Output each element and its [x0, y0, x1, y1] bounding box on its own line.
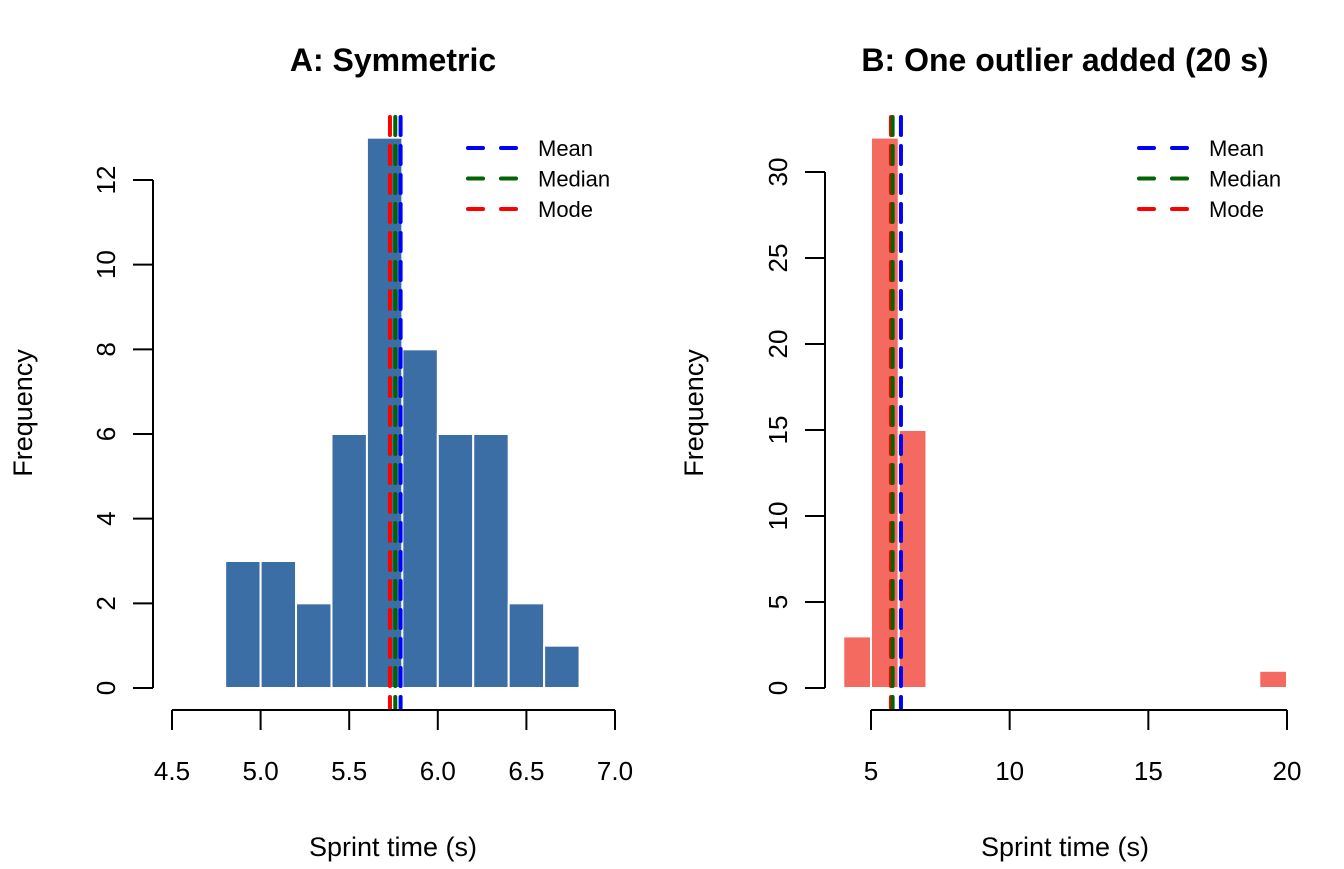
legend-label: Median — [1209, 167, 1281, 192]
y-tick-label: 15 — [763, 416, 793, 445]
x-tick-label: 20 — [1273, 756, 1302, 786]
panel-b: B: One outlier added (20 s) Sprint time … — [679, 42, 1301, 862]
histogram-bar — [259, 560, 298, 689]
x-tick-label: 7.0 — [597, 756, 633, 786]
y-tick-label: 10 — [91, 250, 121, 279]
histogram-bar — [507, 602, 546, 689]
x-tick-label: 5.0 — [243, 756, 279, 786]
histogram-bar — [436, 433, 475, 689]
legend-label: Median — [538, 167, 610, 192]
histogram-bar — [543, 644, 581, 690]
y-tick-label: 6 — [91, 427, 121, 441]
histogram-bar — [401, 348, 439, 689]
legend: Mean Median Mode — [466, 136, 610, 222]
x-tick-label: 6.5 — [508, 756, 544, 786]
x-tick-label: 10 — [995, 756, 1024, 786]
x-tick-label: 5 — [864, 756, 878, 786]
chart-title: B: One outlier added (20 s) — [861, 42, 1268, 78]
y-axis-label: Frequency — [679, 349, 709, 477]
panel-a: A: Symmetric Sprint time (s) Frequency 0… — [8, 42, 633, 862]
y-tick-label: 12 — [91, 166, 121, 195]
y-tick-label: 10 — [763, 502, 793, 531]
histogram-bar — [295, 602, 333, 689]
y-axis-label: Frequency — [8, 349, 38, 477]
histogram-bar — [472, 433, 510, 689]
legend-label: Mode — [538, 197, 593, 222]
histogram-bar — [1258, 669, 1289, 689]
histogram-bar — [224, 560, 262, 689]
legend: Mean Median Mode — [1137, 136, 1281, 222]
x-tick-label: 15 — [1134, 756, 1163, 786]
histogram-bar — [842, 635, 872, 690]
x-axis-label: Sprint time (s) — [981, 832, 1149, 862]
y-tick-label: 0 — [763, 681, 793, 695]
y-tick-label: 20 — [763, 330, 793, 359]
x-tick-label: 5.5 — [331, 756, 367, 786]
y-tick-label: 25 — [763, 244, 793, 273]
histogram-bar — [330, 433, 368, 689]
y-tick-label: 0 — [91, 681, 121, 695]
x-tick-label: 4.5 — [154, 756, 190, 786]
y-tick-label: 2 — [91, 596, 121, 610]
y-tick-label: 8 — [91, 342, 121, 356]
legend-label: Mode — [1209, 197, 1264, 222]
chart-title: A: Symmetric — [290, 42, 496, 78]
x-tick-label: 6.0 — [420, 756, 456, 786]
y-tick-label: 30 — [763, 158, 793, 187]
legend-label: Mean — [1209, 136, 1264, 161]
histogram-bar — [897, 429, 928, 689]
x-axis-label: Sprint time (s) — [309, 832, 477, 862]
y-tick-label: 4 — [91, 511, 121, 525]
y-tick-label: 5 — [763, 595, 793, 609]
legend-label: Mean — [538, 136, 593, 161]
